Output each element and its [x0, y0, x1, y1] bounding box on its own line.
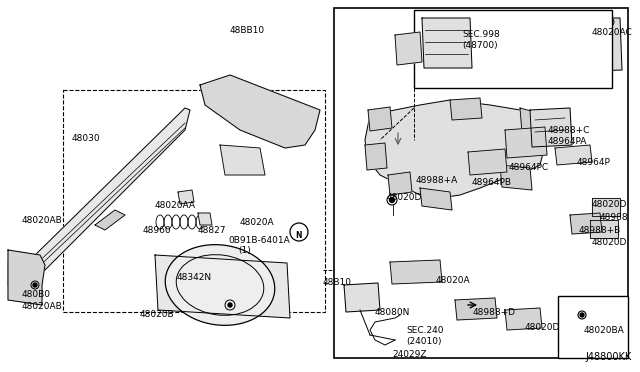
Text: 48080N: 48080N [375, 308, 410, 317]
Text: 24029Z: 24029Z [392, 350, 426, 359]
Circle shape [580, 313, 584, 317]
Polygon shape [395, 32, 422, 65]
Text: 48342N: 48342N [177, 273, 212, 282]
Bar [414, 10, 612, 88]
Polygon shape [500, 165, 532, 190]
Text: (1): (1) [238, 246, 251, 255]
Polygon shape [468, 149, 507, 175]
Text: 48964PA: 48964PA [548, 137, 588, 146]
Text: 48020BA: 48020BA [584, 326, 625, 335]
Polygon shape [388, 172, 412, 195]
Text: 48988+A: 48988+A [416, 176, 458, 185]
Polygon shape [8, 108, 190, 285]
Text: 48020D: 48020D [387, 193, 422, 202]
Text: 48988: 48988 [600, 213, 628, 222]
Text: 48020D: 48020D [525, 323, 561, 332]
Text: 48030: 48030 [72, 134, 100, 143]
Text: 48964PC: 48964PC [509, 163, 549, 172]
Polygon shape [450, 98, 482, 120]
Text: 48020AC: 48020AC [592, 28, 633, 37]
Polygon shape [220, 145, 265, 175]
Polygon shape [520, 108, 547, 140]
Polygon shape [565, 18, 622, 72]
Polygon shape [420, 188, 452, 210]
Polygon shape [530, 108, 572, 147]
Polygon shape [570, 213, 602, 234]
Bar [63, 90, 325, 312]
Polygon shape [390, 260, 442, 284]
Text: SEC.240: SEC.240 [406, 326, 444, 335]
Polygon shape [198, 213, 212, 225]
Text: 48020AB: 48020AB [22, 302, 63, 311]
Circle shape [228, 303, 232, 307]
Text: 48020AB: 48020AB [22, 216, 63, 225]
Text: J48800KK: J48800KK [586, 352, 632, 362]
Polygon shape [178, 190, 194, 204]
Polygon shape [200, 75, 320, 148]
Bar [334, 8, 628, 358]
Polygon shape [555, 145, 592, 165]
Polygon shape [365, 100, 545, 198]
Text: 48020D: 48020D [592, 238, 627, 247]
Text: (24010): (24010) [406, 337, 442, 346]
Text: 48020D: 48020D [592, 200, 627, 209]
Text: 480B0: 480B0 [22, 290, 51, 299]
Polygon shape [95, 210, 125, 230]
Text: 48960: 48960 [143, 226, 172, 235]
Polygon shape [8, 250, 45, 305]
Polygon shape [155, 255, 290, 318]
Text: N: N [296, 231, 302, 240]
Polygon shape [368, 107, 392, 131]
Text: 48988+C: 48988+C [548, 126, 590, 135]
Circle shape [390, 198, 394, 202]
Text: 48BB10: 48BB10 [229, 26, 264, 35]
Polygon shape [590, 220, 618, 238]
Text: 0B91B-6401A: 0B91B-6401A [228, 236, 290, 245]
Text: 48988+D: 48988+D [473, 308, 516, 317]
Polygon shape [505, 127, 547, 158]
Text: (48700): (48700) [462, 41, 498, 50]
Polygon shape [422, 18, 472, 68]
Text: 48B10: 48B10 [323, 278, 352, 287]
Polygon shape [455, 298, 497, 320]
Ellipse shape [165, 245, 275, 326]
Circle shape [33, 283, 37, 287]
Polygon shape [344, 283, 380, 312]
Polygon shape [365, 143, 387, 170]
Text: 48020A: 48020A [436, 276, 470, 285]
Bar [558, 296, 628, 358]
Text: 48964PB: 48964PB [472, 178, 512, 187]
Text: 48827: 48827 [198, 226, 227, 235]
Text: 48020A: 48020A [240, 218, 275, 227]
Polygon shape [505, 308, 542, 330]
Polygon shape [592, 198, 620, 216]
Text: 48964P: 48964P [577, 158, 611, 167]
Text: 48988+B: 48988+B [579, 226, 621, 235]
Text: SEC.998: SEC.998 [462, 30, 500, 39]
Circle shape [608, 20, 612, 24]
Text: 48020B: 48020B [140, 310, 175, 319]
Text: 48020AA: 48020AA [155, 201, 196, 210]
